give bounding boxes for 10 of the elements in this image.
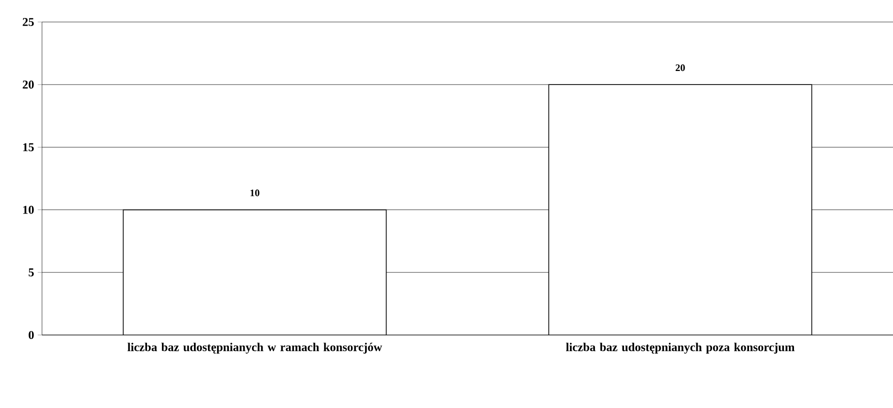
data-label: 20 [676,64,685,72]
y-tick-label: 5 [28,268,34,276]
y-tick-label: 0 [28,330,34,340]
x-tick-label: liczba baz udostępnianych w ramach konsorcjów [128,342,382,354]
y-tick-label: 25 [22,18,34,26]
data-label: 10 [250,190,260,196]
y-tick-label: 15 [23,143,34,152]
y-tick-label: 10 [23,206,34,214]
y-tick-label: 20 [22,80,34,89]
x-tick-label: liczba baz udostępnianych poza konsorcjum [566,342,795,354]
